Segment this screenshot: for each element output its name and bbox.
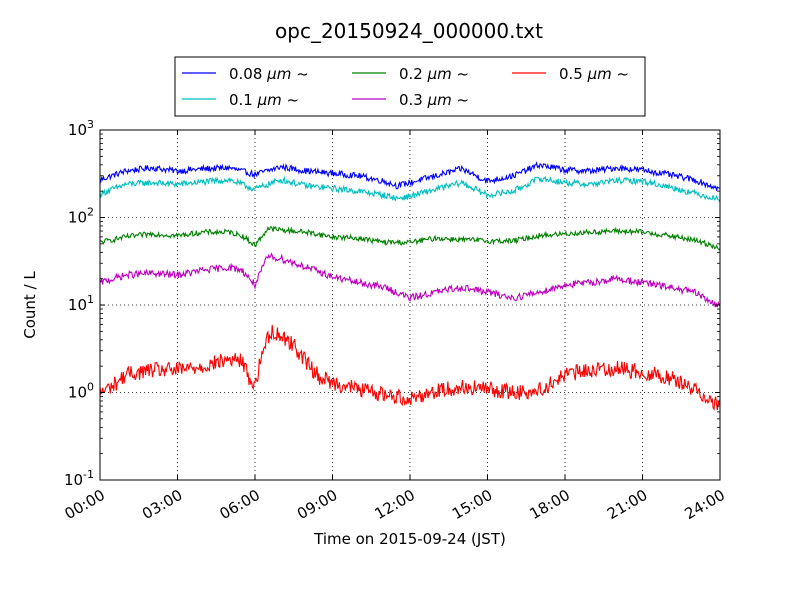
legend: 0.08 μm ~ 0.1 μm ~ 0.2 μm ~ 0.3 μm ~ 0.5 μm … xyxy=(174,56,646,117)
series-line-0-5um xyxy=(99,324,721,411)
series-line-0-2um xyxy=(99,225,721,251)
chart-title: opc_20150924_000000.txt xyxy=(275,19,543,43)
legend-entry-label: 0.08 μm ~ xyxy=(229,65,309,83)
y-tick-label: 102 xyxy=(68,206,94,227)
legend-entry-label: 0.3 μm ~ xyxy=(399,91,469,109)
x-axis-label: Time on 2015-09-24 (JST) xyxy=(313,530,506,548)
series-line-0-08um xyxy=(99,161,721,191)
y-tick-label: 103 xyxy=(68,118,94,139)
legend-entry-label: 0.1 μm ~ xyxy=(229,91,299,109)
legend-box xyxy=(174,56,646,117)
series-layer xyxy=(99,161,721,411)
legend-entry-label: 0.2 μm ~ xyxy=(399,65,469,83)
legend-entry-label: 0.5 μm ~ xyxy=(559,65,629,83)
series-line-0-3um xyxy=(99,252,721,308)
series-line-0-1um xyxy=(99,175,721,203)
y-tick-label: 10-1 xyxy=(64,468,94,489)
y-tick-label: 100 xyxy=(68,381,94,402)
y-axis-label: Count / L xyxy=(21,271,39,339)
y-tick-label: 101 xyxy=(68,293,94,314)
grid xyxy=(100,130,720,480)
